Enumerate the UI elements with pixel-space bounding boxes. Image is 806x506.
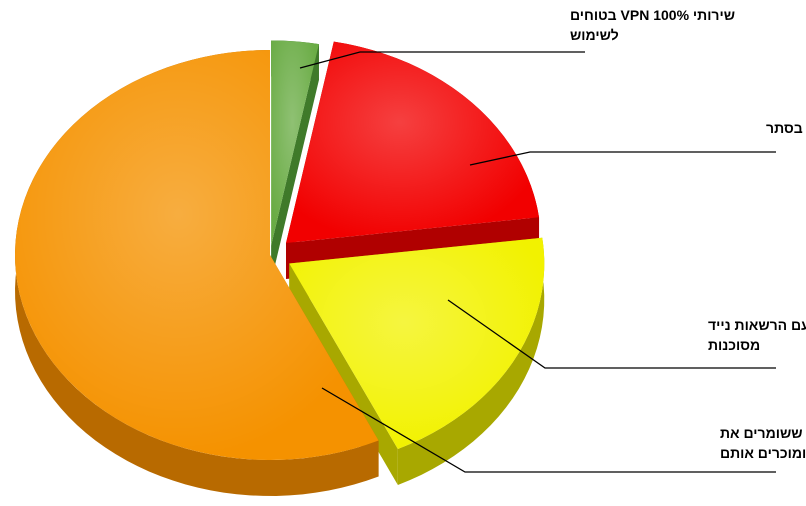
- leader-line-2: [469, 151, 776, 166]
- pie-slice-tops: [14, 40, 545, 461]
- leader-line-1: [299, 51, 585, 69]
- slice-label-2-line-1: שירותי VPN שסין מחזיקה בסתר: [766, 120, 806, 136]
- pie-slice-side-3: [397, 237, 545, 485]
- slice-label-1-line-1: שירותי VPN 100% בטוחים: [570, 7, 735, 23]
- slice-label-4-line-2: הנתונים שלכם ומוכרים אותם: [720, 445, 806, 461]
- slice-label-3-line-2: מסוכנות: [708, 337, 760, 353]
- slice-labels: שירותי VPN 100% בטוחים לשימוש שירותי VPN ש…: [570, 7, 806, 461]
- slice-label-4-line-1: שירותי VPN ששומרים את: [720, 425, 806, 441]
- pie-slice-highlight-3: [289, 237, 545, 449]
- label-leader-lines: [299, 51, 776, 473]
- leader-line-3: [447, 299, 776, 369]
- pie-slice-highlight-2: [286, 41, 540, 243]
- pie-slice-face-1-2: [271, 44, 319, 282]
- slice-label-1-line-2: לשימוש: [570, 27, 619, 43]
- leader-line-4: [321, 387, 776, 473]
- slice-label-3-line-1: שירותי VPN עם הרשאות נייד: [708, 317, 806, 333]
- pie-slice-highlight-1: [271, 40, 319, 246]
- pie-slice-highlight-4: [14, 50, 379, 461]
